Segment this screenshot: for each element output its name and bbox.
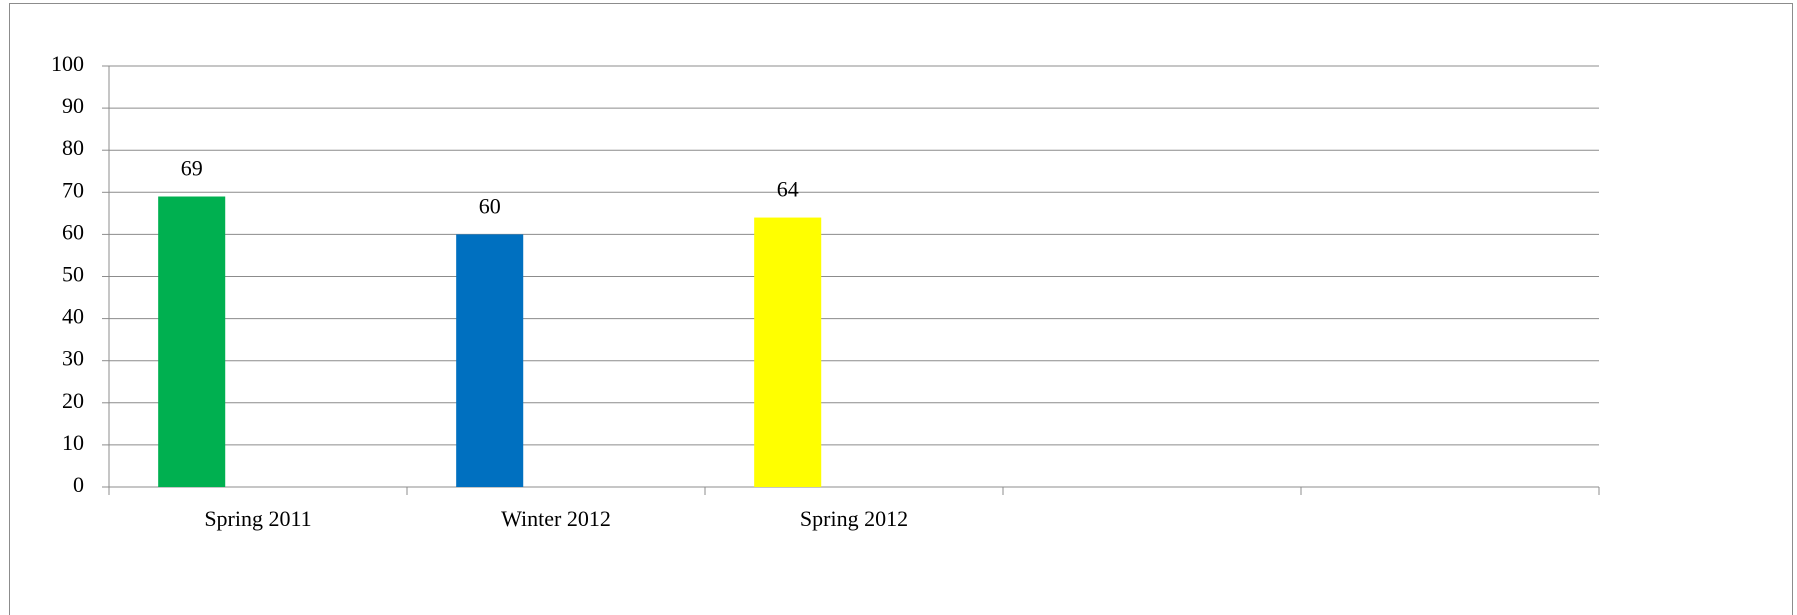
- y-tick-label: 90: [62, 93, 84, 118]
- y-tick-label: 100: [51, 51, 84, 76]
- data-label: 69: [181, 156, 203, 181]
- y-tick-label: 20: [62, 388, 84, 413]
- y-tick-label: 0: [73, 472, 84, 497]
- bar: [456, 234, 524, 487]
- x-tick-label: Spring 2012: [800, 506, 908, 531]
- y-tick-label: 30: [62, 346, 84, 371]
- x-tick-label: Winter 2012: [501, 506, 611, 531]
- data-label: 64: [777, 177, 799, 202]
- y-tick-label: 60: [62, 219, 84, 244]
- y-tick-label: 50: [62, 262, 84, 287]
- y-tick-label: 70: [62, 177, 84, 202]
- bar: [158, 196, 226, 487]
- chart-frame: [9, 3, 1793, 615]
- data-label: 60: [479, 193, 501, 218]
- y-tick-label: 10: [62, 430, 84, 455]
- x-tick-label: Spring 2011: [204, 506, 311, 531]
- bar: [754, 217, 822, 487]
- y-tick-label: 80: [62, 135, 84, 160]
- y-tick-label: 40: [62, 304, 84, 329]
